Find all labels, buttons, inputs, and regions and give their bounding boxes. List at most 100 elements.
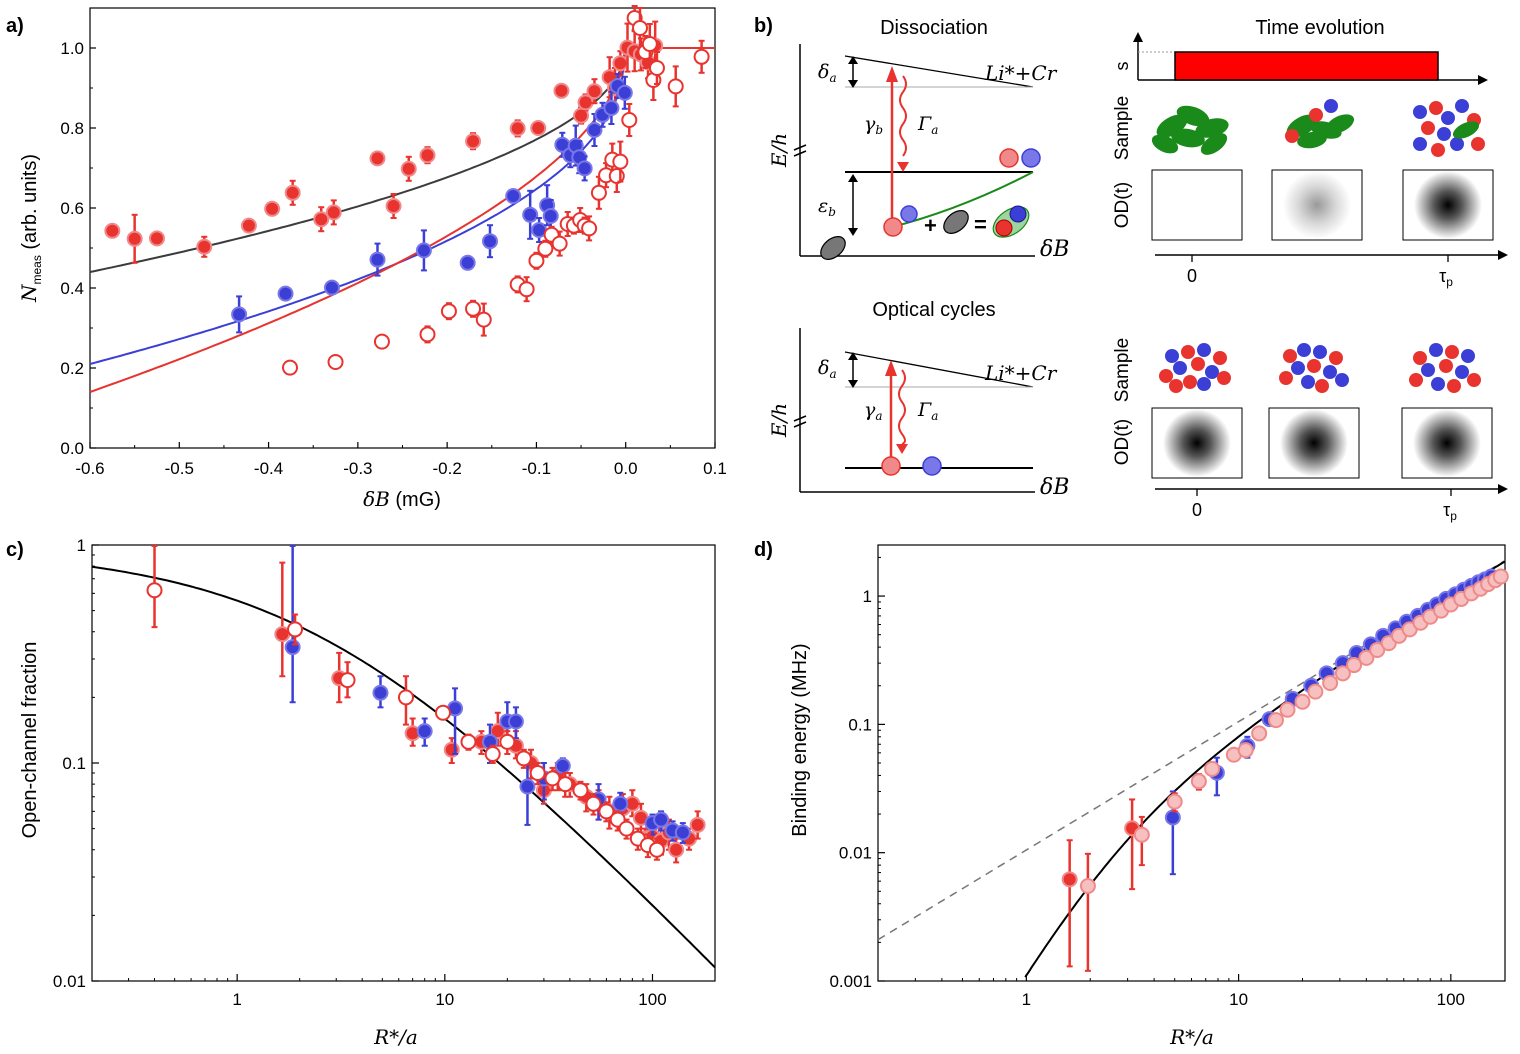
row2-sample-2 <box>1279 343 1349 393</box>
diss-axis-break <box>793 144 807 151</box>
diss-eps-arrowhead-down <box>848 228 858 236</box>
red-atom <box>1169 379 1183 393</box>
blue-atom <box>1455 99 1469 113</box>
panel-c-point <box>519 778 536 795</box>
diss-molecule-curve <box>887 171 1034 229</box>
panel-a-ytick-label: 1.0 <box>60 39 84 58</box>
red-atom <box>1159 369 1173 383</box>
row2-tau-sym: τ <box>1443 500 1450 520</box>
opt-delta-arrowhead-down <box>848 380 858 388</box>
panel-d-xtick-label: 10 <box>1229 990 1248 1009</box>
panel-a-ylabel: Nmeas (arb. units) <box>17 154 44 303</box>
blue-atom <box>1313 345 1327 359</box>
panel-a-point <box>530 120 547 136</box>
panel-c-xlabel: R*/a <box>373 1025 418 1049</box>
diss-eps-sym: ε <box>818 195 828 217</box>
opt-gamma-a-sym: γ <box>864 399 876 421</box>
panel-c-point <box>284 639 301 656</box>
panel-a-point <box>440 303 457 320</box>
panel-c-point <box>146 582 163 599</box>
panel-d-xtick-label: 1 <box>1022 990 1031 1009</box>
red-atom <box>1447 379 1461 393</box>
panel-a-point <box>505 188 522 204</box>
diss-delta-arrowhead-up <box>848 56 858 64</box>
panel-a-ytick-label: 0.4 <box>60 279 84 298</box>
diss-threshold-label: Li*+Cr <box>984 61 1058 85</box>
panel-c-ylabel: Open-channel fraction <box>19 642 41 839</box>
pulse-axis-label: s <box>1112 62 1132 71</box>
panel-a-xtick-label: 0.0 <box>614 459 638 478</box>
panel-c-point <box>554 757 571 774</box>
panel-c-point <box>598 803 615 820</box>
row2-sample-1 <box>1159 343 1231 393</box>
opt-threshold-line <box>844 351 1034 388</box>
row2-t-zero: 0 <box>1192 500 1202 520</box>
red-atom <box>1283 349 1297 363</box>
panel-d-point <box>1294 693 1311 710</box>
panel-a-point <box>542 208 559 224</box>
panel-c-point <box>674 824 691 841</box>
panel-c-chart: 1 10 100 0.01 0.1 1 R*/a Open-channel fractio… <box>19 536 716 1049</box>
row1-tau-sub: p <box>1446 275 1453 289</box>
panel-d-point <box>1267 712 1284 729</box>
pulse-axis-arrowhead <box>1133 32 1143 42</box>
panel-a-point <box>400 160 417 177</box>
blue-atom <box>1441 111 1455 125</box>
panel-a-point <box>419 326 436 343</box>
panel-d-point <box>1190 773 1207 790</box>
opt-field-label: δB <box>1040 475 1069 500</box>
panel-a-point <box>551 235 568 252</box>
diss-pair-blue <box>900 205 918 223</box>
diss-delta-label: δa <box>818 61 837 85</box>
panel-d-ytick-label: 0.1 <box>848 715 872 734</box>
panel-c-point <box>572 782 589 799</box>
panel-a-point <box>590 184 607 201</box>
blue-atom <box>1431 377 1445 391</box>
pulse-bar <box>1174 51 1439 81</box>
panel-a-xtick-label: -0.6 <box>75 459 104 478</box>
green-molecule <box>1452 121 1480 139</box>
panel-a-point <box>385 198 402 214</box>
green-molecule <box>1176 105 1210 127</box>
diss-mol-blue <box>1009 205 1027 223</box>
row1-od-label: OD(t) <box>1112 182 1133 228</box>
blue-atom <box>1173 361 1187 375</box>
red-atom <box>1307 359 1321 373</box>
panel-a-dark-fit <box>89 47 715 273</box>
red-atom <box>1329 351 1343 365</box>
panel-a-point <box>586 83 603 100</box>
diss-Gamma-a-sub: a <box>931 123 938 137</box>
panel-b-schematic: Dissociation E/h δB Li*+Cr δa εb γb Γa +… <box>767 17 1508 523</box>
panel-a-chart: -0.6 -0.5 -0.4 -0.3 -0.2 -0.1 0.0 0.1 0.0 0.2 0.4 0… <box>17 5 727 511</box>
time-evolution-title: Time evolution <box>1255 17 1384 39</box>
panel-d-point <box>1061 871 1078 888</box>
panel-a-point <box>325 204 342 221</box>
red-atom <box>1191 357 1205 371</box>
opt-axis-break <box>793 415 807 422</box>
opt-gamma-a-label: γa <box>864 399 883 423</box>
panel-c-point <box>287 621 304 638</box>
row2-sample-3 <box>1409 343 1481 393</box>
panel-d-point <box>1204 760 1221 777</box>
panel-d-ytick-label: 0.001 <box>829 972 872 991</box>
diss-equals: = <box>974 212 987 237</box>
diss-Gamma-a-sym: Γ <box>917 113 932 135</box>
panel-a-point <box>522 206 539 223</box>
red-atom <box>1413 351 1427 365</box>
panel-a-xlabel-unit: (mG) <box>390 489 441 511</box>
opt-gamma-a-sub: a <box>875 409 882 423</box>
red-atom <box>1429 101 1443 115</box>
panel-c-ytick-label: 0.01 <box>53 972 86 991</box>
panel-d-frame <box>877 544 1506 982</box>
red-atom <box>1181 345 1195 359</box>
panel-a-ylabel-sym: N <box>17 283 41 303</box>
row2-time-arrowhead <box>1498 484 1508 494</box>
panel-d-point <box>1307 683 1324 700</box>
blue-atom <box>1450 137 1464 151</box>
red-atom <box>1217 371 1231 385</box>
diss-plus: + <box>924 213 937 238</box>
panel-c-point <box>339 672 356 689</box>
panel-a-blue-fit <box>89 47 715 365</box>
red-atom <box>1409 373 1423 387</box>
panel-a-point <box>586 122 603 138</box>
